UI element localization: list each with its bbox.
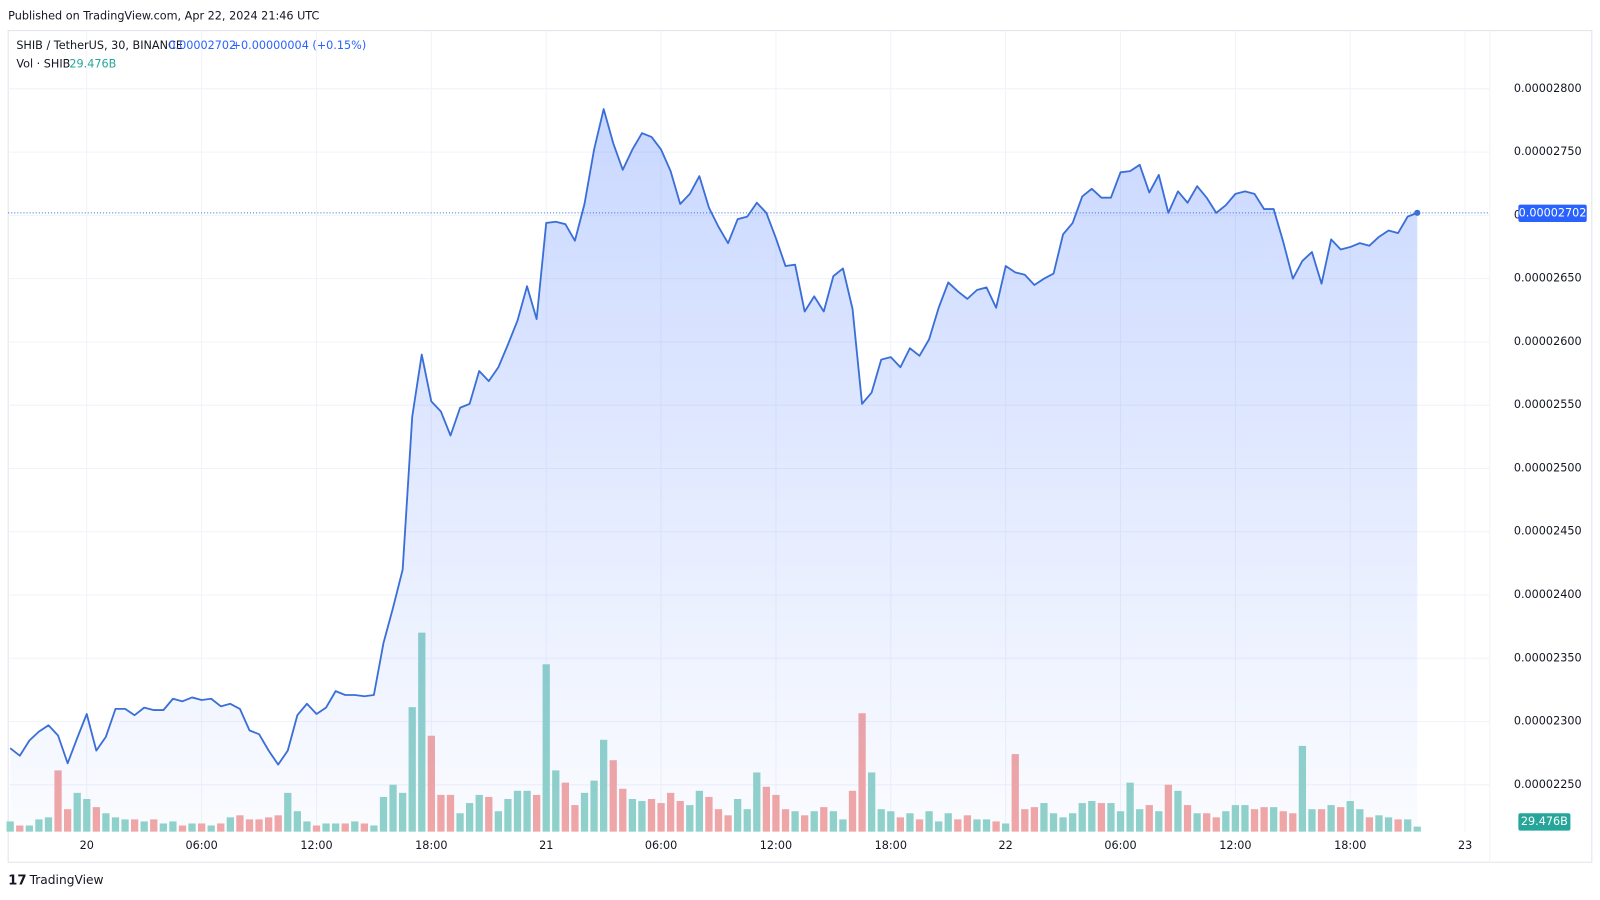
y-tick-label: 0.00002800 (1514, 82, 1582, 95)
axes: 0.00002250 0.00002300 0.00002350 0.00002400… (80, 82, 1587, 852)
published-note: Published on TradingView.com, Apr 22, 20… (8, 9, 319, 22)
x-tick-label: 12:00 (760, 839, 792, 852)
footer-logo: 17 (8, 874, 26, 889)
price-tag (1518, 204, 1587, 223)
header-change: +0.00000004 (+0.15%) (232, 39, 367, 52)
x-tick-label: 21 (539, 839, 553, 852)
x-tick-label: 18:00 (875, 839, 907, 852)
header-volume: 29.476B (69, 57, 116, 70)
footer-brand: TradingView (29, 873, 104, 887)
price-line (9, 108, 1418, 766)
price-layer (8, 108, 1490, 832)
y-tick-label: 0.00002350 (1514, 651, 1582, 664)
x-tick-label: 18:00 (415, 839, 447, 852)
y-tick-label: 0.00002400 (1514, 588, 1582, 601)
y-tick-label: 0.00002650 (1514, 272, 1582, 285)
x-tick-label: 06:00 (185, 839, 217, 852)
x-tick-label: 18:00 (1334, 839, 1366, 852)
y-tick-label: 0.00002550 (1514, 398, 1582, 411)
x-tick-label: 06:00 (1104, 839, 1136, 852)
volume-tag-label: 29.476B (1521, 815, 1568, 828)
volume-title: Vol · SHIB (16, 57, 70, 70)
y-tick-label: 0.00002500 (1514, 461, 1582, 474)
chart-frame (7, 30, 1593, 863)
logo-mark: 17 (8, 874, 26, 889)
x-tick-label: 06:00 (645, 839, 677, 852)
y-tick-label: 0.00002250 (1514, 778, 1582, 791)
y-tick-label: 0.00002450 (1514, 525, 1582, 538)
y-tick-label: 0.00002600 (1514, 335, 1582, 348)
price-tag-label: 0.00002702 (1519, 206, 1587, 219)
volume-tag (1518, 813, 1571, 831)
header-price: 0.00002702 (168, 39, 236, 52)
x-tick-label: 23 (1458, 839, 1472, 852)
volume-bar (1413, 826, 1421, 832)
y-tick-label: 0.00002750 (1514, 145, 1582, 158)
y-tick-label: 0.00002300 (1514, 715, 1582, 728)
last-price-dot (1414, 209, 1421, 216)
volume-bar (6, 821, 14, 832)
x-tick-label: 20 (80, 839, 94, 852)
series-title: SHIB / TetherUS, 30, BINANCE (16, 39, 183, 52)
price-area (10, 109, 1418, 832)
x-tick-label: 12:00 (1219, 839, 1251, 852)
x-tick-label: 22 (999, 839, 1013, 852)
x-tick-label: 12:00 (300, 839, 332, 852)
